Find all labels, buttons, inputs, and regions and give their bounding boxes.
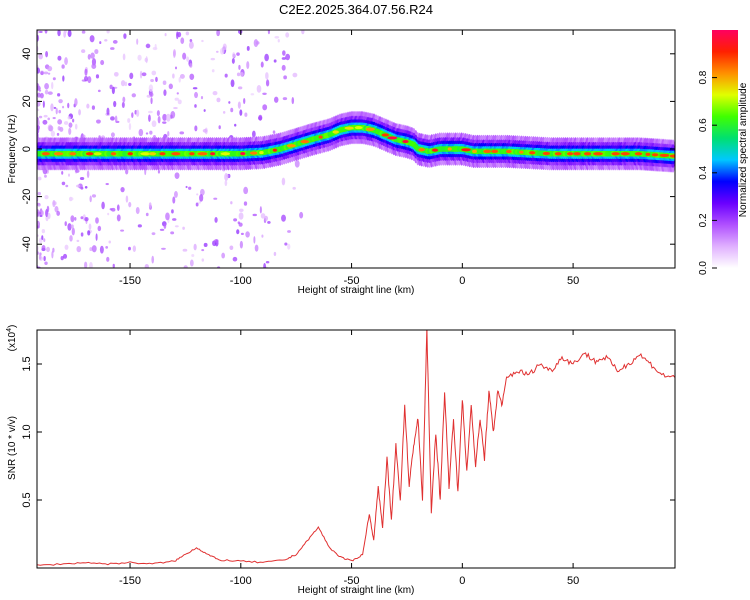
colorbar-tick-label: 0.8 <box>698 70 709 84</box>
spectrogram-x-tick-label: -50 <box>344 275 360 287</box>
snr-x-tick-label: -50 <box>344 575 360 587</box>
spectrogram-y-tick-label: 0 <box>21 146 33 152</box>
snr-multiplier: (x104) <box>6 325 18 352</box>
colorbar-label: Normalized spectral amplitude <box>738 82 749 217</box>
spectrogram-x-tick-label: -150 <box>119 275 141 287</box>
colorbar-tick-label: 0.4 <box>698 165 709 179</box>
snr-y-tick-label: 1.0 <box>21 424 33 439</box>
snr-y-tick-label: 0.5 <box>21 492 33 507</box>
chart-title: C2E2.2025.364.07.56.R24 <box>279 2 433 17</box>
snr-series-line <box>37 330 675 566</box>
snr-frame <box>36 329 676 569</box>
spectrogram-x-tick-label: 50 <box>567 275 579 287</box>
spectrogram-x-tick-label: -100 <box>230 275 252 287</box>
snr-panel: -150 -100 -50 0 50 0.5 1.0 1.5 Height of strai… <box>6 325 676 596</box>
snr-x-label: Height of straight line (km) <box>298 585 415 596</box>
spectrogram-x-tick-label: 0 <box>459 275 465 287</box>
spectrogram-y-ticks: -40 -20 0 20 40 <box>21 48 675 252</box>
spectrogram-y-tick-label: -20 <box>21 189 33 205</box>
colorbar-ticks: 0.0 0.2 0.4 0.6 0.8 <box>698 70 717 275</box>
snr-x-tick-label: 0 <box>459 575 465 587</box>
colorbar-gradient <box>712 30 738 268</box>
snr-multiplier-exp: 4 <box>6 328 13 332</box>
colorbar: 0.0 0.2 0.4 0.6 0.8 Normalized spectral ampl… <box>698 30 749 275</box>
snr-x-tick-label: -150 <box>119 575 141 587</box>
snr-y-ticks: 0.5 1.0 1.5 <box>21 356 675 508</box>
spectrogram-x-label: Height of straight line (km) <box>298 285 415 296</box>
snr-y-tick-label: 1.5 <box>21 356 33 371</box>
snr-x-tick-label: -100 <box>230 575 252 587</box>
snr-plot-area <box>37 330 675 566</box>
snr-x-tick-label: 50 <box>567 575 579 587</box>
snr-multiplier-base: (x10 <box>7 331 18 351</box>
spectrogram-y-tick-label: -40 <box>21 236 33 252</box>
spectrogram-plot-area <box>37 30 675 268</box>
snr-y-label: SNR (10 * v/v) <box>7 416 18 480</box>
colorbar-tick-label: 0.0 <box>698 261 709 275</box>
snr-x-ticks: -150 -100 -50 0 50 <box>119 330 579 587</box>
colorbar-tick-label: 0.6 <box>698 118 709 132</box>
spectrogram-ridge <box>37 110 675 173</box>
spectrogram-panel: -150 -100 -50 0 50 -40 -20 0 20 40 Height of str… <box>7 29 676 296</box>
spectrogram-y-tick-label: 20 <box>21 95 33 107</box>
svg-text:(x104): (x104) <box>6 325 18 352</box>
colorbar-tick-label: 0.2 <box>698 213 709 227</box>
spectrogram-y-label: Frequency (Hz) <box>7 115 18 184</box>
spectrogram-x-ticks: -150 -100 -50 0 50 <box>119 30 579 287</box>
spectrogram-y-tick-label: 40 <box>21 48 33 60</box>
